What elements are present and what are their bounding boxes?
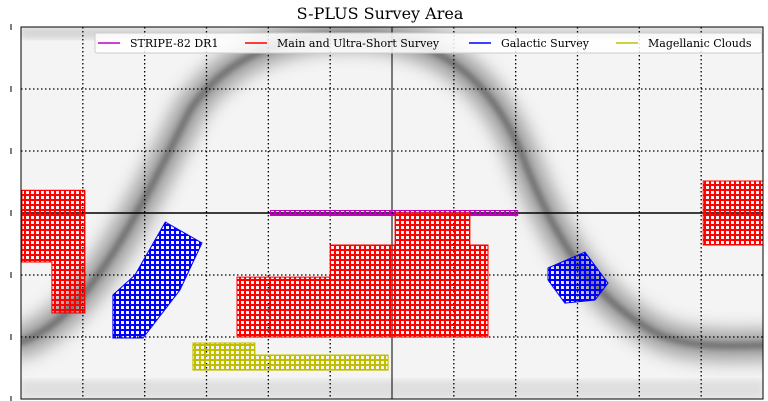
footprint-stripe-82-dr1 [269, 210, 519, 216]
chart-title: S-PLUS Survey Area [297, 4, 464, 23]
footprint-magellanic-clouds [192, 342, 389, 371]
axes-frame [20, 26, 764, 400]
legend: STRIPE-82 DR1 Main and Ultra-Short Surve… [94, 32, 763, 54]
legend-label-stripe82: STRIPE-82 DR1 [130, 37, 218, 50]
footprint-main-and-ultra-short-survey [21, 189, 86, 314]
legend-label-magellanic: Magellanic Clouds [648, 37, 752, 50]
legend-label-galactic: Galactic Survey [501, 37, 590, 50]
footprint-main-and-ultra-short-survey [702, 180, 763, 246]
footprint-galactic-survey [112, 221, 203, 339]
footprints [21, 180, 763, 371]
footprint-galactic-survey [547, 251, 609, 304]
footprint-main-and-ultra-short-survey [236, 212, 489, 338]
legend-label-main: Main and Ultra-Short Survey [277, 37, 440, 50]
